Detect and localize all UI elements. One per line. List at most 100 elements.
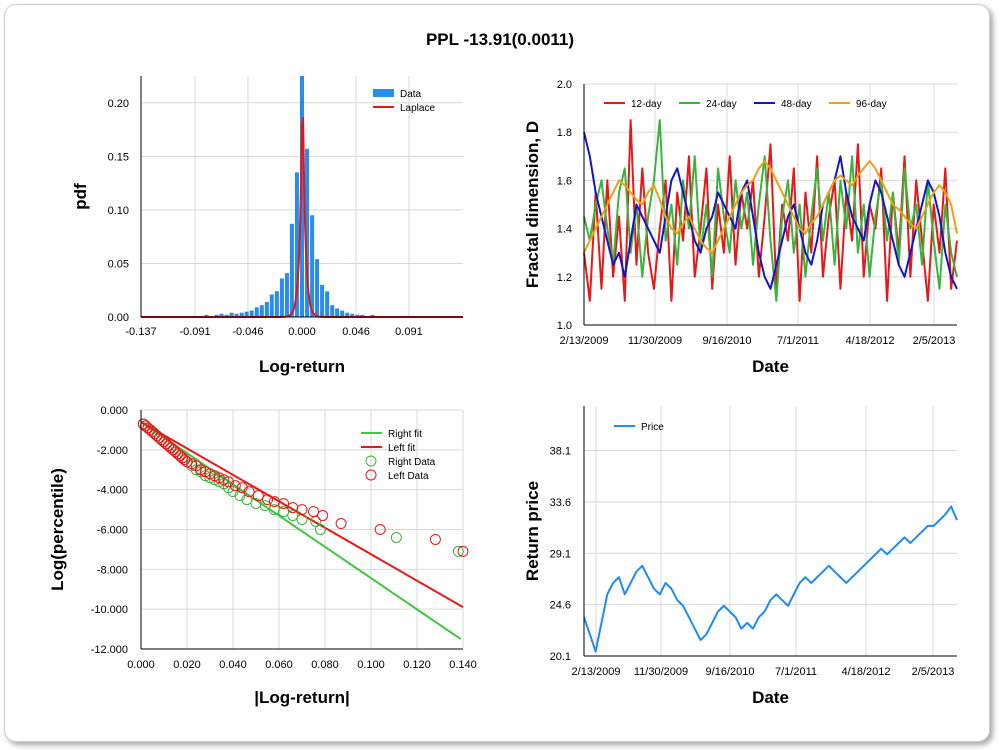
right-data-point [390,531,402,543]
histogram-bar [244,311,249,317]
histogram-bar [289,223,294,317]
left-data-point [429,533,441,545]
tail-y-tick-label: -6.000 [97,525,128,537]
fractal-series-line [583,160,958,254]
price-y-axis-label: Return price [523,481,542,581]
tail-y-tick-label: 0.000 [100,405,128,417]
histogram-bar [330,305,335,317]
histogram-bar [294,172,299,317]
fractal-panel: 2/13/2009 11/30/2009 9/16/2010 7/1/2011 4/18… [523,79,958,376]
tail-panel: 0.000 0.020 0.040 0.060 0.080 0.100 0.120 0.140… [48,405,477,707]
histogram-bar [239,312,244,317]
histogram-bar [284,273,289,317]
price-plot-area [584,406,957,656]
tail-x-tick-label: 0.120 [403,659,431,671]
histogram-bar [274,291,279,317]
pdf-x-tick-label: 0.000 [288,326,316,338]
pdf-y-tick-label: 0.00 [108,312,129,324]
histogram-bar [305,148,310,317]
histogram-bar [234,313,239,317]
right-data-point [227,486,239,498]
legend-data-swatch [373,89,394,97]
fractal-series-line [583,131,958,290]
left-data-point [243,486,255,498]
fractal-x-tick-label: 9/16/2010 [703,335,752,347]
fractal-y-tick-label: 1.6 [557,175,572,187]
fractal-series-line [583,119,958,302]
histogram-bar [254,307,259,317]
pdf-y-tick-label: 0.20 [108,98,129,110]
tail-y-tick-label: -2.000 [97,445,128,457]
price-y-tick-label: 38.1 [550,446,571,458]
tail-x-tick-label: 0.020 [173,659,201,671]
histogram-bar [299,76,305,317]
histogram-bar [350,313,355,317]
tail-x-tick-label: 0.040 [219,659,247,671]
left-data-point [179,454,191,466]
left-data-point [335,518,347,530]
price-y-tick-label: 20.1 [550,651,571,663]
pdf-y-tick-label: 0.05 [108,258,129,270]
right-data-point [259,500,271,512]
histogram-bar [204,314,209,317]
histogram-bar [264,302,269,317]
price-legend-label: Price [641,422,664,433]
histogram-bar [370,314,375,317]
fractal-y-tick-label: 2.0 [557,79,572,91]
pdf-x-axis-label: Log-return [259,357,345,376]
legend-data-label: Data [400,89,422,100]
legend-right-fit-label: Right fit [388,429,422,440]
pdf-panel: -0.137 -0.091 -0.046 0.000 0.046 0.091 0.00 0.0… [71,76,463,376]
price-line [583,505,958,653]
fractal-legend-label: 96-day [856,99,887,110]
tail-y-tick-label: -4.000 [97,485,128,497]
left-data-point [262,494,273,506]
pdf-x-tick-label: -0.046 [232,326,263,338]
legend-left-fit-label: Left fit [388,443,415,454]
fractal-y-tick-label: 1.8 [557,127,572,139]
fractal-y-tick-label: 1.2 [557,272,572,284]
fractal-y-axis-label: Fractal dimension, D [523,121,542,288]
fractal-x-tick-label: 4/18/2012 [846,335,895,347]
histogram-bar [310,215,315,317]
legend-right-data-swatch [365,455,377,467]
price-x-tick-label: 7/1/2011 [775,666,817,678]
legend-left-data-swatch [365,469,377,481]
price-panel: 2/13/2009 11/30/2009 9/16/2010 7/1/2011 4/18… [523,406,958,707]
left-data-point [308,506,319,518]
tail-y-axis-label: Log(percentile) [48,468,67,591]
left-data-point [296,504,308,516]
fractal-y-tick-label: 1.0 [557,320,572,332]
tail-x-tick-label: 0.060 [265,659,293,671]
legend-left-data-label: Left Data [388,471,429,482]
histogram-bar [325,291,330,317]
histogram-bar [335,308,340,317]
legend-right-data-label: Right Data [388,457,436,468]
histogram-bar [320,284,325,317]
pdf-y-tick-label: 0.15 [108,151,129,163]
tail-x-tick-label: 0.000 [127,659,155,671]
left-data-point [229,480,241,492]
histogram-bar [340,310,345,317]
price-x-axis-label: Date [752,688,789,707]
right-data-point [314,524,326,535]
tail-y-tick-label: -10.000 [91,604,128,616]
left-data-point [222,476,234,488]
histogram-bar [229,312,234,317]
left-data-point [278,498,290,510]
histogram-bar [355,314,360,317]
price-x-tick-label: 4/18/2012 [842,666,891,678]
price-x-tick-label: 2/5/2013 [912,666,955,678]
pdf-x-tick-label: -0.137 [125,326,156,338]
price-y-tick-label: 29.1 [550,548,571,560]
histogram-bar [345,312,350,317]
histogram-bar [249,310,254,317]
price-x-tick-label: 11/30/2009 [634,666,688,678]
price-x-tick-label: 9/16/2010 [706,666,755,678]
right-data-point [278,506,290,518]
page-title: PPL -13.91(0.0011) [425,30,575,49]
right-data-point [452,545,464,557]
pdf-y-axis-label: pdf [71,183,90,210]
price-y-tick-label: 33.6 [550,497,571,509]
tail-x-tick-label: 0.080 [311,659,339,671]
